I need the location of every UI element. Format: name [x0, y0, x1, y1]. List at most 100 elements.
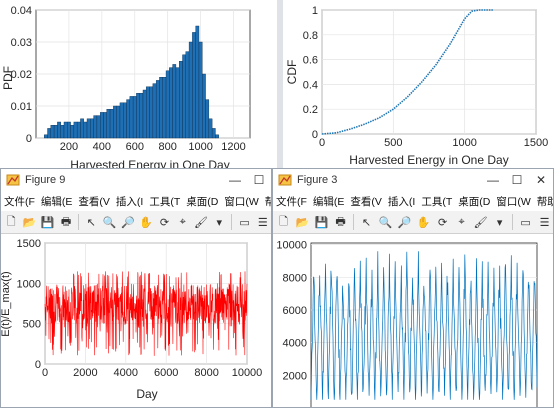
figure-9-toolbar: 🗋 📂 💾 🖶 ↖ 🔍 🔎 ✋ ⟳ ⌖ 🖌 ▾ ▭ ☰ [1, 211, 271, 234]
rotate-icon[interactable]: ⟳ [437, 216, 448, 229]
y-tick-label: 500 [23, 319, 41, 331]
y-tick-label: 1500 [17, 238, 41, 250]
minimize-button[interactable]: — [487, 173, 499, 187]
legend-icon[interactable]: ☰ [257, 216, 268, 229]
zoom-in-icon[interactable]: 🔍 [102, 216, 117, 229]
pdf-bar [205, 99, 210, 139]
pdf-bar [70, 124, 75, 139]
figure-3-toolbar: 🗋 📂 💾 🖶 ↖ 🔍 🔎 ✋ ⟳ ⌖ 🖌 ▾ ▭ ☰ [273, 211, 553, 234]
x-tick-label: 1200 [221, 141, 245, 153]
toolbar-separator [512, 214, 514, 230]
pan-icon[interactable]: ✋ [416, 216, 431, 229]
new-figure-icon[interactable]: 🗋 [6, 215, 16, 228]
cdf-y-label: CDF [285, 60, 299, 85]
pdf-y-label: PDF [1, 66, 15, 90]
print-icon[interactable]: 🖶 [60, 215, 72, 228]
save-icon[interactable]: 💾 [40, 216, 55, 229]
close-button[interactable]: ✕ [535, 173, 547, 187]
figure-3-titlebar[interactable]: Figure 3 — ☐ ✕ [273, 169, 553, 191]
menu-help[interactable]: 帮助(H [536, 195, 553, 208]
maximize-button[interactable]: ☐ [511, 173, 523, 187]
y-tick-label: 4000 [283, 338, 307, 350]
menu-desktop[interactable]: 桌面(D [458, 195, 491, 208]
pdf-bar [80, 118, 84, 139]
colorbar-icon[interactable]: ▭ [239, 216, 250, 229]
print-icon[interactable]: 🖶 [335, 215, 346, 228]
menu-view[interactable]: 查看(V [78, 195, 110, 208]
minimize-button[interactable]: — [229, 173, 241, 187]
pdf-bar [192, 32, 196, 139]
figure-3-window[interactable]: Figure 3 — ☐ ✕ 文件(F 编辑(E 查看(V 插入(I 工具(T … [272, 168, 554, 408]
menu-help[interactable]: 帮助(H [262, 194, 271, 209]
brush-icon[interactable]: 🖌 [194, 216, 208, 229]
menu-view[interactable]: 查看(V [350, 195, 382, 208]
menu-edit[interactable]: 编辑(E [312, 195, 345, 208]
pdf-bar [90, 118, 94, 139]
pdf-bar [198, 41, 203, 139]
pdf-bar [149, 86, 154, 139]
x-tick-label: 600 [126, 141, 144, 153]
zoom-out-icon[interactable]: 🔎 [120, 216, 135, 229]
y-tick-label: 0.2 [303, 104, 318, 116]
pdf-bar [103, 112, 107, 139]
pdf-bar [47, 128, 52, 139]
menu-file[interactable]: 文件(F [4, 195, 35, 208]
legend-icon[interactable]: ☰ [539, 216, 550, 229]
pdf-bar [113, 105, 117, 139]
pointer-icon[interactable]: ↖ [86, 216, 96, 229]
pdf-bar [185, 51, 190, 139]
pan-icon[interactable]: ✋ [139, 216, 153, 229]
figure-9-window[interactable]: Figure 9 — ☐ 文件(F 编辑(E 查看(V 插入(I 工具(T 桌面… [0, 168, 272, 408]
save-icon[interactable]: 💾 [314, 216, 329, 229]
matlab-figure-icon [6, 174, 20, 186]
menu-edit[interactable]: 编辑(E [40, 195, 73, 208]
pdf-bar [83, 121, 88, 139]
menu-tools[interactable]: 工具(T [149, 195, 181, 208]
menu-insert[interactable]: 插入(I [115, 195, 144, 208]
menu-file[interactable]: 文件(F [276, 195, 307, 208]
menu-insert[interactable]: 插入(I [387, 195, 416, 208]
chevron-down-icon[interactable]: ▾ [496, 216, 503, 229]
menu-tools[interactable]: 工具(T [421, 195, 453, 208]
pdf-bar [67, 121, 71, 139]
zoom-out-icon[interactable]: 🔎 [397, 216, 412, 229]
pdf-bar [116, 105, 121, 139]
open-icon[interactable]: 📂 [295, 216, 310, 229]
x-tick-label: 1000 [452, 137, 476, 149]
maximize-button[interactable]: ☐ [253, 173, 265, 187]
figure-9-titlebar[interactable]: Figure 9 — ☐ [1, 169, 271, 191]
menu-desktop[interactable]: 桌面(D [186, 195, 219, 208]
data-cursor-icon[interactable]: ⌖ [179, 215, 186, 228]
rotate-icon[interactable]: ⟳ [159, 216, 170, 229]
data-cursor-icon[interactable]: ⌖ [458, 215, 465, 228]
new-figure-icon[interactable]: 🗋 [279, 215, 288, 228]
x-tick-label: 1500 [524, 137, 548, 149]
pdf-bar [76, 121, 81, 139]
y-tick-label: 0 [312, 129, 318, 141]
y-tick-label: 0.01 [11, 101, 32, 113]
figure-9-title: Figure 9 [25, 174, 66, 186]
pdf-bar [202, 73, 206, 139]
menu-window[interactable]: 窗口(W [224, 195, 259, 208]
pointer-icon[interactable]: ↖ [361, 216, 372, 229]
pdf-bar [155, 80, 160, 139]
open-icon[interactable]: 📂 [22, 216, 37, 229]
y-tick-label: 0.04 [11, 5, 32, 17]
figure-3-menubar: 文件(F 编辑(E 查看(V 插入(I 工具(T 桌面(D 窗口(W 帮助(H [273, 191, 553, 211]
brush-icon[interactable]: 🖌 [473, 216, 488, 229]
pdf-bar [211, 128, 216, 139]
figure-9-menubar: 文件(F 编辑(E 查看(V 插入(I 工具(T 桌面(D 窗口(W 帮助(H [1, 191, 271, 211]
pdf-bar [129, 96, 134, 139]
menu-window[interactable]: 窗口(W [496, 195, 531, 208]
y-tick-label: 0.4 [303, 79, 318, 91]
pdf-bar [169, 67, 173, 139]
colorbar-icon[interactable]: ▭ [520, 216, 531, 229]
pdf-bar [162, 76, 167, 139]
pdf-bar [175, 67, 180, 139]
y-tick-label: 0.03 [11, 37, 32, 49]
chevron-down-icon[interactable]: ▾ [216, 216, 223, 229]
toolbar-separator [353, 214, 354, 230]
x-tick-label: 0 [42, 367, 48, 379]
zoom-in-icon[interactable]: 🔍 [378, 216, 393, 229]
y-tick-label: 0.02 [11, 69, 32, 81]
